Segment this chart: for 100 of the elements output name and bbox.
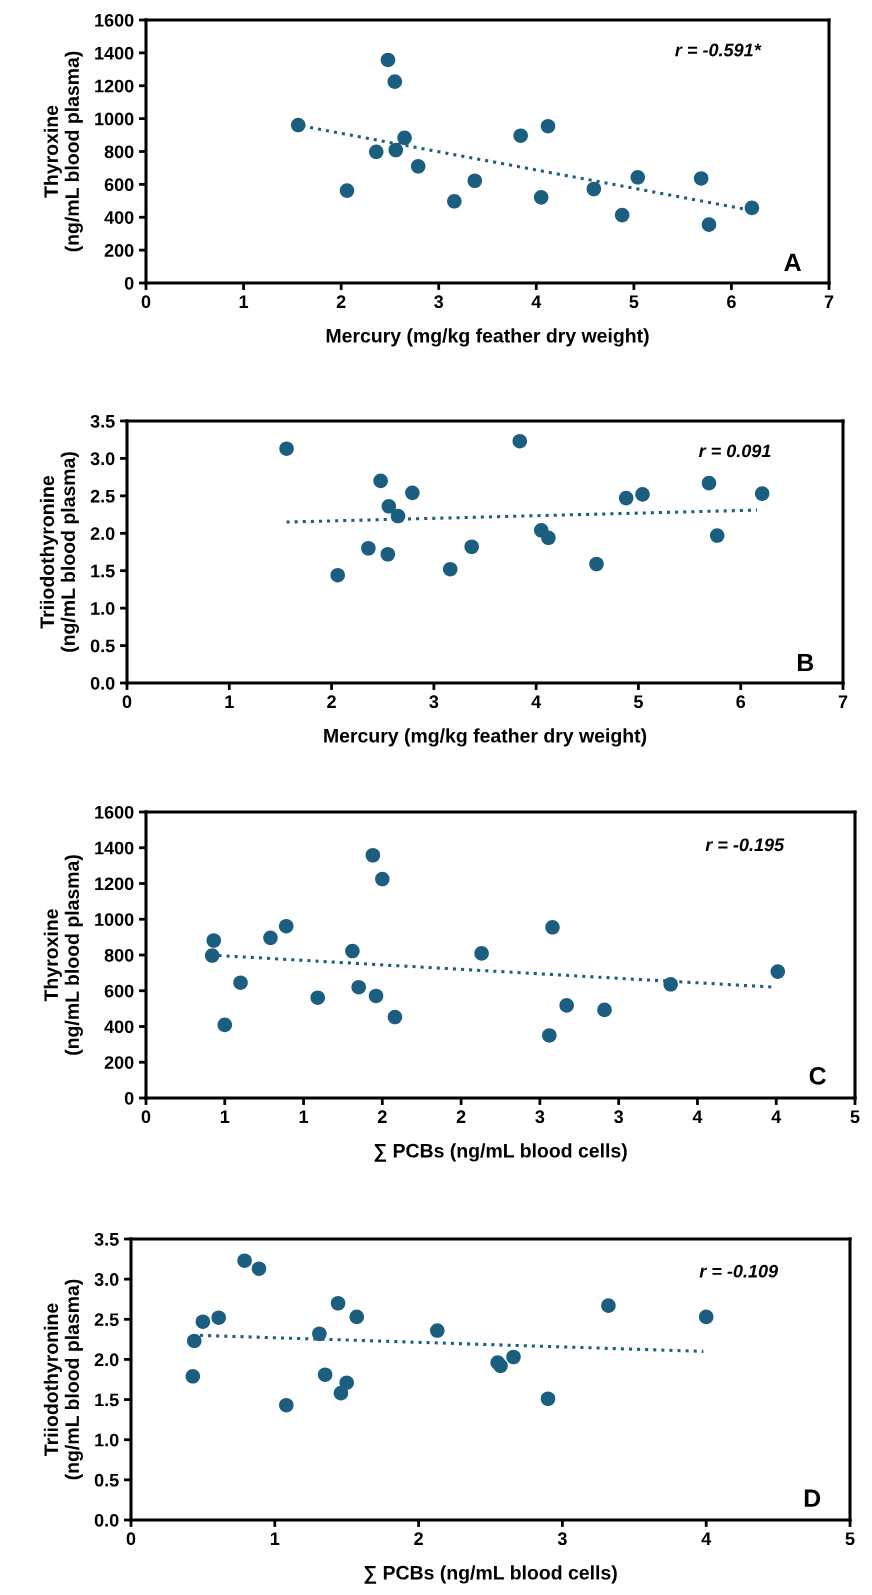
point [540,1391,556,1407]
y-tick-label: 800 [104,948,134,962]
point [349,1309,365,1325]
point [586,181,602,197]
point [512,433,528,449]
point [545,920,560,935]
x-tick-label: 1 [239,295,249,308]
point [204,948,220,963]
annotation: r = -0.591* [675,43,762,57]
x-tick-label: 3 [535,1110,545,1124]
point [709,528,725,543]
point [701,217,717,232]
x-tick-label: 2 [336,295,346,308]
point [330,567,345,583]
point [279,1397,294,1413]
point [251,1261,267,1276]
point [361,540,376,556]
point [351,979,366,995]
point [380,546,396,562]
x-tick-label: 0 [141,1110,151,1124]
point [206,933,222,948]
point [597,1002,612,1018]
point [317,1367,333,1382]
point [701,475,717,491]
y-tick-label: 200 [104,244,134,257]
point [493,1358,508,1374]
x-tick-label: 1 [225,695,234,708]
point [185,1369,201,1384]
point [233,975,248,990]
y-tick-label: 1600 [95,13,134,27]
x-tick-label: 2 [456,1110,466,1123]
x-tick-label: 5 [629,295,639,309]
point [447,194,462,209]
point [533,190,549,205]
x-tick-label: 2 [327,695,336,708]
y-tick-label: 1.0 [91,602,115,615]
y-tick-label: 800 [104,145,134,159]
y-tick-label: 600 [104,984,134,998]
point [375,871,390,887]
point [279,441,294,456]
y-tick-label: 0.0 [90,676,115,690]
annotation: D [804,1489,821,1507]
annotation: r = -0.195 [705,838,785,852]
x-tick-label: 7 [838,695,848,708]
y-tick-label: 0.5 [90,639,115,653]
y-tick-label: 3.5 [94,1232,119,1246]
y-tick-label: 3.0 [94,1273,119,1286]
y-tick-label: 1000 [95,913,134,926]
y-tick-label: 1200 [95,877,134,891]
point [397,130,412,146]
point [217,1017,233,1033]
x-tick-label: 5 [850,1110,860,1124]
point [663,977,678,992]
point [513,128,528,143]
y-tick-label: 400 [104,211,134,224]
point [618,490,634,506]
x-tick-label: 4 [701,1532,712,1545]
x-axis-title: ∑ PCBs (ng/mL blood cells) [374,1143,627,1162]
annotation: A [784,253,802,272]
x-axis-title: Mercury (mg/kg feather dry weight) [326,328,649,347]
point [542,1028,557,1043]
point [540,118,556,134]
point [698,1309,714,1325]
y-tick-label: 400 [104,1020,134,1034]
y-tick-label: 2.5 [94,1313,119,1327]
point [442,561,458,577]
y-tick-label: 3.0 [90,452,115,466]
y-tick-label: 1600 [95,805,134,819]
point [559,998,574,1013]
y-tick-label: 0 [124,276,134,290]
point [630,170,646,185]
point [330,1295,346,1311]
point [186,1333,202,1349]
x-tick-label: 3 [557,1532,567,1546]
point [339,183,355,198]
point [614,207,630,223]
point [541,530,556,546]
x-tick-label: 2 [377,1110,387,1123]
point [368,144,384,160]
y-tick-label: 200 [104,1056,134,1069]
annotation: C [809,1066,826,1085]
point [345,943,360,959]
y-axis-title: Thyroxine (ng/mL blood plasma) [43,855,83,1055]
y-tick-label: 1200 [95,79,134,93]
point [430,1323,445,1338]
point [263,930,278,946]
x-tick-label: 3 [434,295,444,309]
y-tick-label: 0.5 [94,1473,119,1487]
x-tick-label: 4 [531,695,542,708]
point [368,988,384,1004]
y-axis-title: Triiodothyronine (ng/mL blood plasma) [39,452,79,652]
y-axis-title: Triiodothyronine (ng/mL blood plasma) [43,1279,83,1480]
point [237,1253,252,1268]
point [754,486,770,501]
y-axis-title: Thyroxine (ng/mL blood plasma) [43,51,83,252]
x-tick-label: 2 [414,1532,423,1545]
y-tick-label: 2.0 [94,1353,119,1367]
y-tick-label: 1400 [95,841,134,855]
point [310,990,326,1005]
point [387,74,403,89]
